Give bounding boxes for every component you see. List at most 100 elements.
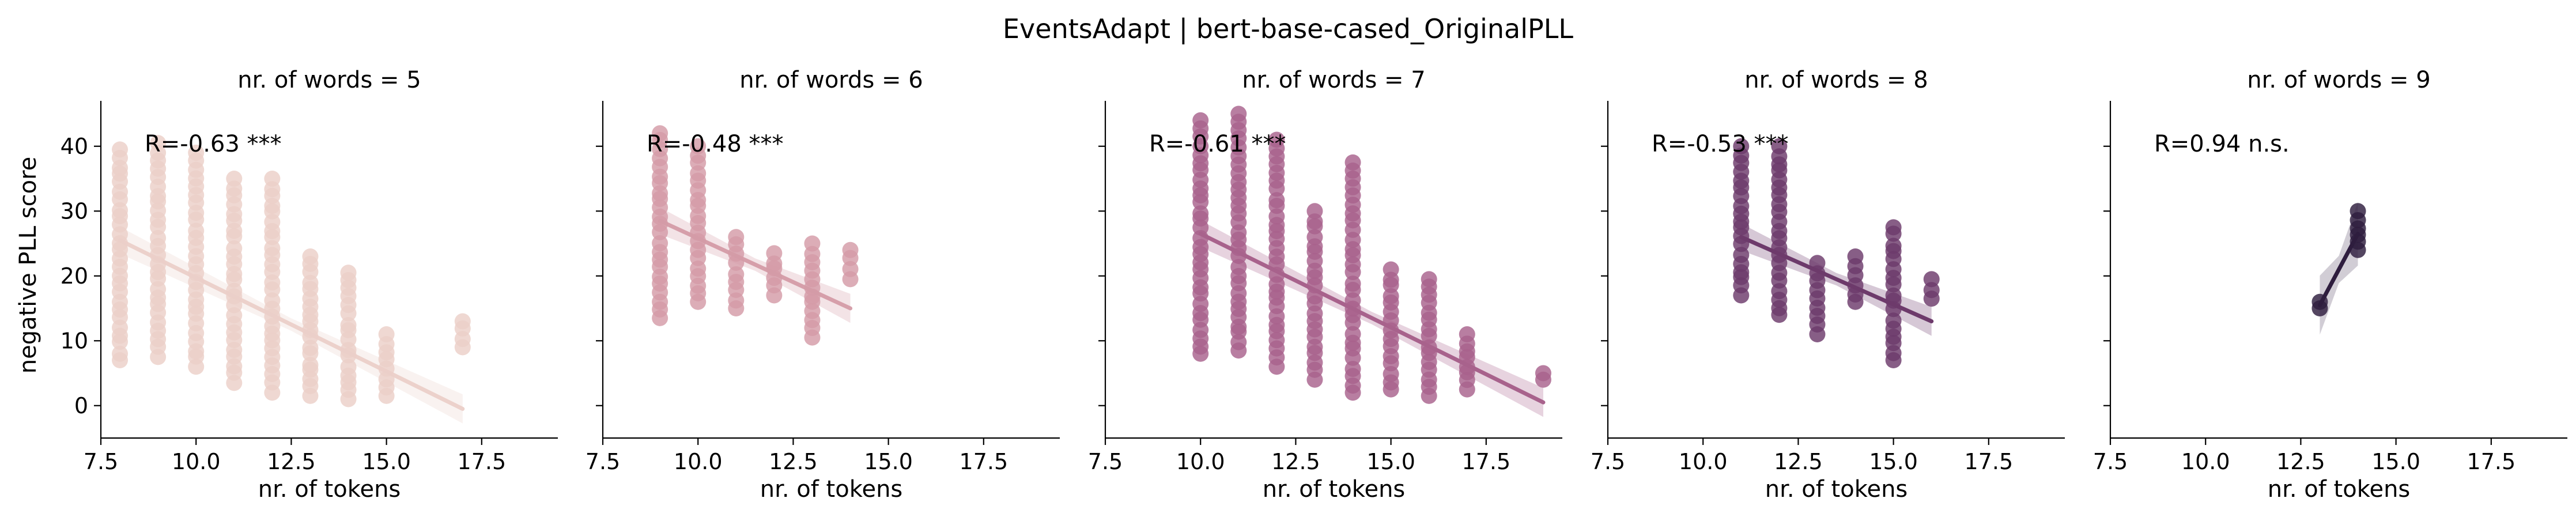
data-point	[1885, 287, 1902, 304]
facet-title: nr. of words = 8	[1744, 67, 1928, 93]
data-point	[1885, 219, 1902, 236]
x-tick-label: 17.5	[1462, 449, 1511, 474]
x-tick-label: 15.0	[864, 449, 913, 474]
data-point	[1885, 312, 1902, 329]
x-tick-label: 10.0	[1679, 449, 1728, 474]
scatter-points	[112, 135, 471, 407]
x-tick-label: 10.0	[1176, 449, 1225, 474]
facet-panel-4: nr. of words = 8 R=-0.53 *** 7.5 10.0 12.5 15…	[1591, 67, 2065, 503]
data-point	[1344, 154, 1361, 171]
x-tick-label: 7.5	[586, 449, 620, 474]
data-point	[1383, 288, 1399, 304]
facet-title: nr. of words = 5	[237, 67, 421, 93]
facet-panel-2: nr. of words = 6 R=-0.48 *** 7.5 10.0 12.5 15…	[586, 67, 1060, 503]
data-point	[1306, 203, 1323, 220]
x-axis-label: nr. of tokens	[258, 476, 401, 503]
data-point	[690, 138, 707, 154]
data-point	[1230, 105, 1247, 122]
facet-panel-1: nr. of words = 5 R=-0.63 *** 0 10 20 30 40 7.5 1…	[61, 67, 558, 503]
scatter-points	[652, 125, 859, 346]
data-point	[1230, 259, 1247, 276]
data-point	[1192, 112, 1209, 129]
data-point	[1885, 237, 1902, 254]
data-point	[112, 345, 129, 362]
data-point	[264, 171, 281, 187]
x-tick-label: 12.5	[769, 449, 818, 474]
data-point	[1733, 138, 1750, 154]
data-point	[1923, 271, 1940, 288]
correlation-annotation: R=0.94 n.s.	[2154, 131, 2290, 157]
data-point	[652, 125, 668, 142]
x-tick-label: 15.0	[1869, 449, 1918, 474]
data-point	[188, 145, 205, 161]
data-point	[302, 339, 319, 356]
data-point	[340, 316, 357, 333]
facet-panel-5: nr. of words = 9 R=0.94 n.s. 7.5 10.0 12.5 15…	[2093, 67, 2567, 503]
x-tick-label: 12.5	[267, 449, 316, 474]
data-point	[766, 245, 783, 262]
data-point	[1771, 138, 1788, 154]
data-point	[1383, 261, 1399, 278]
data-point	[226, 171, 243, 187]
regression-line	[658, 218, 853, 311]
data-point	[1344, 276, 1361, 292]
data-point	[150, 135, 167, 152]
data-point	[842, 241, 859, 258]
y-tick-label: 0	[74, 393, 88, 418]
x-tick-label: 17.5	[960, 449, 1009, 474]
y-axis-label: negative PLL score	[15, 157, 41, 374]
x-tick-label: 10.0	[172, 449, 221, 474]
x-axis-label: nr. of tokens	[2268, 476, 2411, 503]
figure-title: EventsAdapt | bert-base-cased_OriginalPL…	[1003, 13, 1573, 45]
correlation-annotation: R=-0.63 ***	[145, 131, 282, 157]
data-point	[302, 357, 319, 373]
x-tick-label: 12.5	[2276, 449, 2325, 474]
x-tick-label: 17.5	[2467, 449, 2516, 474]
facet-title: nr. of words = 9	[2247, 67, 2430, 93]
data-point	[340, 358, 357, 375]
x-tick-label: 15.0	[362, 449, 411, 474]
x-tick-label: 12.5	[1774, 449, 1823, 474]
scatter-points	[1733, 138, 1940, 368]
y-tick-label: 20	[61, 263, 88, 289]
data-point	[1459, 326, 1475, 342]
x-tick-label: 7.5	[2093, 449, 2128, 474]
x-axis-label: nr. of tokens	[1765, 476, 1908, 503]
data-point	[1535, 365, 1551, 382]
regression-line	[2317, 232, 2360, 307]
x-tick-label: 7.5	[1088, 449, 1123, 474]
x-tick-label: 15.0	[2371, 449, 2420, 474]
data-point	[264, 240, 281, 256]
data-point	[150, 229, 167, 246]
data-point	[378, 326, 395, 342]
data-point	[302, 248, 319, 265]
x-tick-label: 10.0	[674, 449, 723, 474]
data-point	[1344, 326, 1361, 342]
x-tick-label: 10.0	[2181, 449, 2230, 474]
x-tick-label: 7.5	[1591, 449, 1625, 474]
data-point	[188, 222, 205, 239]
y-tick-label: 40	[61, 134, 88, 159]
regression-line	[1739, 235, 1934, 323]
regression-line	[118, 238, 465, 411]
data-point	[226, 240, 243, 256]
scatter-points	[1192, 105, 1551, 404]
data-point	[340, 265, 357, 281]
data-point	[728, 229, 745, 246]
data-point	[804, 235, 821, 252]
regression-line	[1198, 232, 1546, 405]
data-point	[1847, 248, 1864, 265]
data-point	[1421, 271, 1437, 288]
data-point	[1192, 205, 1209, 222]
data-point	[1344, 361, 1361, 378]
correlation-annotation: R=-0.53 ***	[1652, 131, 1789, 157]
data-point	[1268, 131, 1285, 148]
data-point	[112, 141, 129, 158]
y-tick-label: 30	[61, 198, 88, 224]
x-tick-label: 15.0	[1366, 449, 1415, 474]
x-axis-label: nr. of tokens	[760, 476, 903, 503]
data-point	[1268, 192, 1285, 209]
x-tick-label: 7.5	[84, 449, 118, 474]
scatter-points	[2311, 203, 2366, 316]
